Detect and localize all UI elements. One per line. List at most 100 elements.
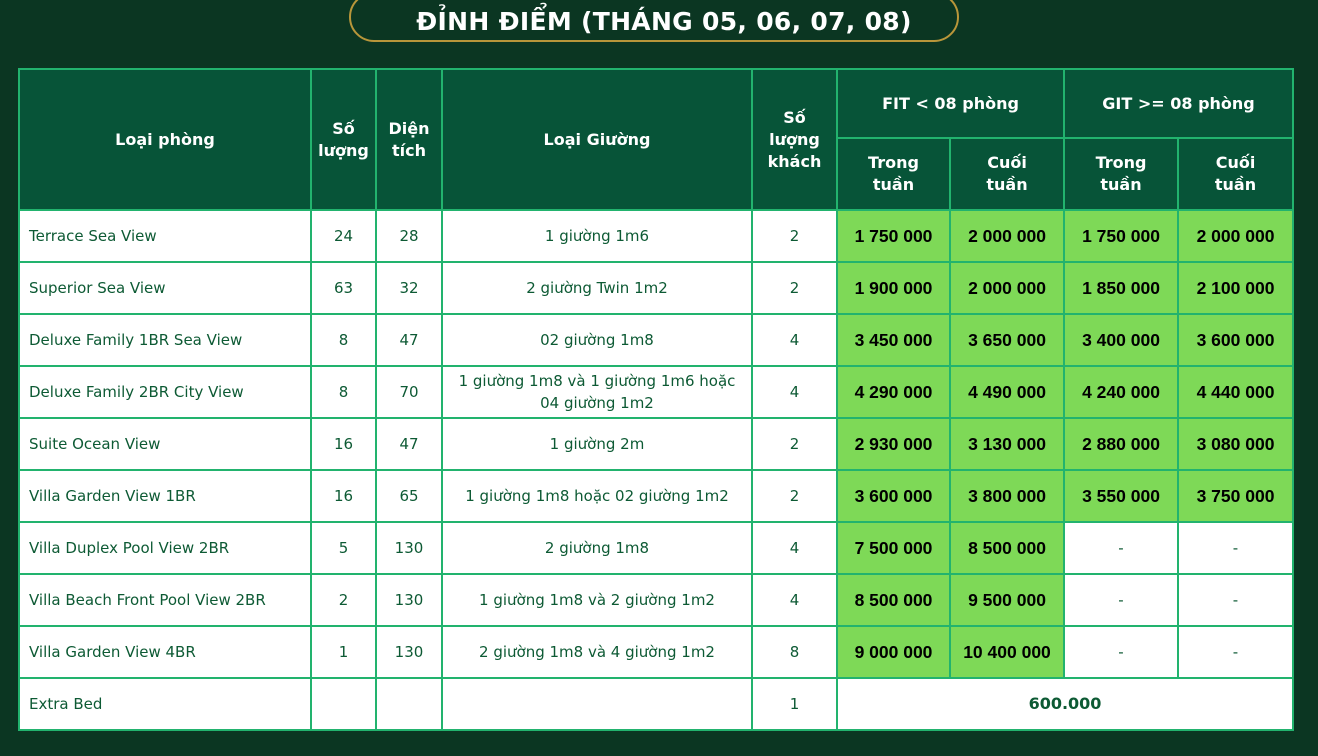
git-weekend-price: 3 750 000: [1177, 469, 1295, 523]
bed-type: 1 giường 1m8 và 2 giường 1m2: [441, 573, 753, 627]
empty-cell: [441, 677, 753, 731]
header-room-type: Loại phòng: [18, 68, 312, 211]
room-name: Villa Garden View 1BR: [18, 469, 312, 523]
quantity: 8: [310, 365, 377, 419]
header-git-weekday: Trong tuần: [1063, 137, 1180, 211]
git-weekend-price: 2 000 000: [1177, 209, 1295, 263]
table-row: Villa Duplex Pool View 2BR 5 130 2 giường 1…: [18, 521, 1295, 575]
room-name: Villa Beach Front Pool View 2BR: [18, 573, 312, 627]
fit-weekday-price: 1 900 000: [836, 261, 951, 315]
quantity: 16: [310, 469, 377, 523]
guests: 2: [751, 261, 838, 315]
git-weekday-price: -: [1063, 625, 1180, 679]
guests: 2: [751, 209, 838, 263]
header-area: Diện tích: [375, 68, 443, 211]
empty-cell: [375, 677, 443, 731]
title-banner: ĐỈNH ĐIỂM (THÁNG 05, 06, 07, 08): [349, 0, 959, 42]
quantity: 8: [310, 313, 377, 367]
fit-weekday-price: 7 500 000: [836, 521, 951, 575]
git-weekday-price: 4 240 000: [1063, 365, 1180, 419]
guests: 8: [751, 625, 838, 679]
header-bed-type: Loại Giường: [441, 68, 753, 211]
room-name: Villa Garden View 4BR: [18, 625, 312, 679]
table-row: Deluxe Family 1BR Sea View 8 47 02 giường 1…: [18, 313, 1295, 367]
area: 47: [375, 313, 443, 367]
header-quantity: Số lượng: [310, 68, 377, 211]
table-row: Villa Garden View 4BR 1 130 2 giường 1m8 và…: [18, 625, 1295, 679]
table-row: Villa Beach Front Pool View 2BR 2 130 1 giư…: [18, 573, 1295, 627]
bed-type: 2 giường 1m8 và 4 giường 1m2: [441, 625, 753, 679]
bed-type: 1 giường 1m6: [441, 209, 753, 263]
area: 130: [375, 625, 443, 679]
git-weekday-price: 2 880 000: [1063, 417, 1180, 471]
git-weekday-price: 3 550 000: [1063, 469, 1180, 523]
header-fit-weekend: Cuối tuần: [948, 137, 1066, 211]
guests: 2: [751, 469, 838, 523]
git-weekend-price: 3 080 000: [1177, 417, 1295, 471]
room-name: Suite Ocean View: [18, 417, 312, 471]
quantity: 2: [310, 573, 377, 627]
table-row: Villa Garden View 1BR 16 65 1 giường 1m8 ho…: [18, 469, 1295, 523]
git-weekend-price: -: [1177, 521, 1295, 575]
header-guests: Số lượng khách: [751, 68, 838, 211]
guests: 4: [751, 365, 838, 419]
bed-type: 2 giường Twin 1m2: [441, 261, 753, 315]
guests: 4: [751, 521, 838, 575]
bed-type: 1 giường 1m8 và 1 giường 1m6 hoặc 04 giư…: [441, 365, 753, 419]
fit-weekend-price: 3 130 000: [948, 417, 1066, 471]
git-weekend-price: 4 440 000: [1177, 365, 1295, 419]
git-weekend-price: -: [1177, 573, 1295, 627]
extra-bed-price: 600.000: [835, 677, 1295, 731]
area: 70: [375, 365, 443, 419]
guests: 4: [751, 573, 838, 627]
fit-weekday-price: 3 450 000: [836, 313, 951, 367]
git-weekday-price: -: [1063, 521, 1180, 575]
guests: 4: [751, 313, 838, 367]
fit-weekend-price: 10 400 000: [948, 625, 1066, 679]
quantity: 16: [310, 417, 377, 471]
quantity: 5: [310, 521, 377, 575]
table-row: Deluxe Family 2BR City View 8 70 1 giường 1…: [18, 365, 1295, 419]
quantity: 63: [310, 261, 377, 315]
room-name: Terrace Sea View: [18, 209, 312, 263]
table-body: Terrace Sea View 24 28 1 giường 1m6 2 1 750 0…: [18, 209, 1295, 731]
fit-weekend-price: 9 500 000: [948, 573, 1066, 627]
git-weekend-price: -: [1177, 625, 1295, 679]
area: 47: [375, 417, 443, 471]
git-weekday-price: 1 850 000: [1063, 261, 1180, 315]
area: 130: [375, 521, 443, 575]
quantity: 1: [310, 625, 377, 679]
area: 32: [375, 261, 443, 315]
empty-cell: [310, 677, 377, 731]
quantity: 24: [310, 209, 377, 263]
bed-type: 1 giường 1m8 hoặc 02 giường 1m2: [441, 469, 753, 523]
fit-weekend-price: 2 000 000: [948, 261, 1066, 315]
fit-weekend-price: 4 490 000: [948, 365, 1066, 419]
table-row: Suite Ocean View 16 47 1 giường 2m 2 2 930 00…: [18, 417, 1295, 471]
fit-weekend-price: 3 800 000: [948, 469, 1066, 523]
page-title: ĐỈNH ĐIỂM (THÁNG 05, 06, 07, 08): [416, 6, 912, 36]
fit-weekday-price: 3 600 000: [836, 469, 951, 523]
fit-weekday-price: 8 500 000: [836, 573, 951, 627]
room-name: Deluxe Family 2BR City View: [18, 365, 312, 419]
fit-weekend-price: 8 500 000: [948, 521, 1066, 575]
git-weekday-price: -: [1063, 573, 1180, 627]
area: 65: [375, 469, 443, 523]
price-table: Loại phòng Số lượng Diện tích Loại Giườn…: [18, 68, 1295, 731]
header-git: GIT >= 08 phòng: [1063, 68, 1295, 139]
table-row: Terrace Sea View 24 28 1 giường 1m6 2 1 750 0…: [18, 209, 1295, 263]
room-name: Superior Sea View: [18, 261, 312, 315]
fit-weekday-price: 4 290 000: [836, 365, 951, 419]
git-weekday-price: 3 400 000: [1063, 313, 1180, 367]
git-weekend-price: 2 100 000: [1177, 261, 1295, 315]
fit-weekend-price: 3 650 000: [948, 313, 1066, 367]
git-weekday-price: 1 750 000: [1063, 209, 1180, 263]
header-fit: FIT < 08 phòng: [835, 68, 1066, 139]
fit-weekday-price: 2 930 000: [836, 417, 951, 471]
area: 28: [375, 209, 443, 263]
bed-type: 2 giường 1m8: [441, 521, 753, 575]
bed-type: 1 giường 2m: [441, 417, 753, 471]
extra-bed-guests: 1: [751, 677, 838, 731]
header-fit-weekday: Trong tuần: [836, 137, 951, 211]
git-weekend-price: 3 600 000: [1177, 313, 1295, 367]
